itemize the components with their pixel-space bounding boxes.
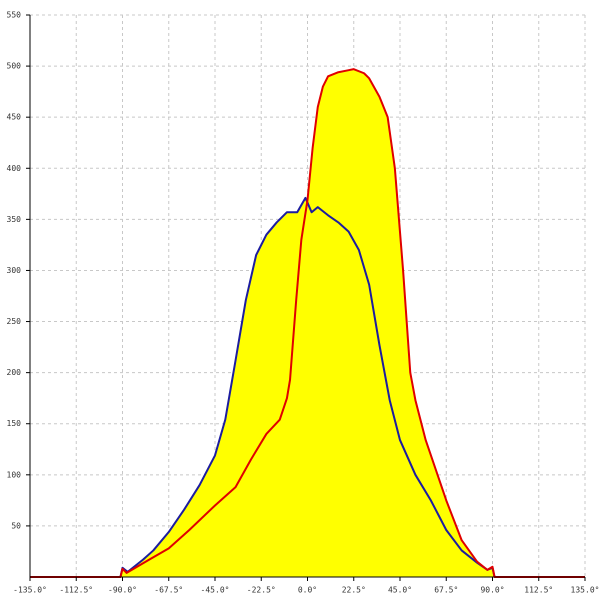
axes: 50 100 150 200 250 300 350 400 450 500 550 -135.0° -… bbox=[7, 11, 600, 595]
x-tick-label: 135.0° bbox=[571, 586, 600, 595]
y-tick-label: 500 bbox=[7, 62, 22, 71]
x-tick-label: -135.0° bbox=[13, 586, 47, 595]
y-tick-label: 300 bbox=[7, 266, 22, 275]
series-line bbox=[30, 68, 585, 578]
x-tick-label: -90.0° bbox=[108, 586, 137, 595]
x-tick-label: 45.0° bbox=[388, 586, 412, 595]
x-tick-label: -22.5° bbox=[247, 586, 276, 595]
y-tick-label: 100 bbox=[7, 470, 22, 479]
y-tick-label: 550 bbox=[7, 11, 22, 20]
area bbox=[30, 69, 585, 577]
x-tick-label: 90.0° bbox=[480, 586, 504, 595]
x-tick-label: -67.5° bbox=[154, 586, 183, 595]
lines bbox=[30, 68, 585, 578]
x-tick-label: 0.0° bbox=[298, 586, 317, 595]
x-tick-label: 67.5° bbox=[434, 586, 458, 595]
y-tick-label: 250 bbox=[7, 317, 22, 326]
x-tick-label: 112.5° bbox=[524, 586, 553, 595]
fills bbox=[30, 69, 585, 577]
y-tick-label: 400 bbox=[7, 164, 22, 173]
y-tick-label: 200 bbox=[7, 368, 22, 377]
y-tick-label: 150 bbox=[7, 419, 22, 428]
x-tick-label: -45.0° bbox=[201, 586, 230, 595]
y-tick-label: 350 bbox=[7, 215, 22, 224]
y-tick-label: 450 bbox=[7, 113, 22, 122]
y-tick-label: 50 bbox=[11, 521, 21, 530]
x-tick-label: -112.5° bbox=[59, 586, 93, 595]
series-line bbox=[119, 196, 496, 578]
x-tick-label: 22.5° bbox=[342, 586, 366, 595]
